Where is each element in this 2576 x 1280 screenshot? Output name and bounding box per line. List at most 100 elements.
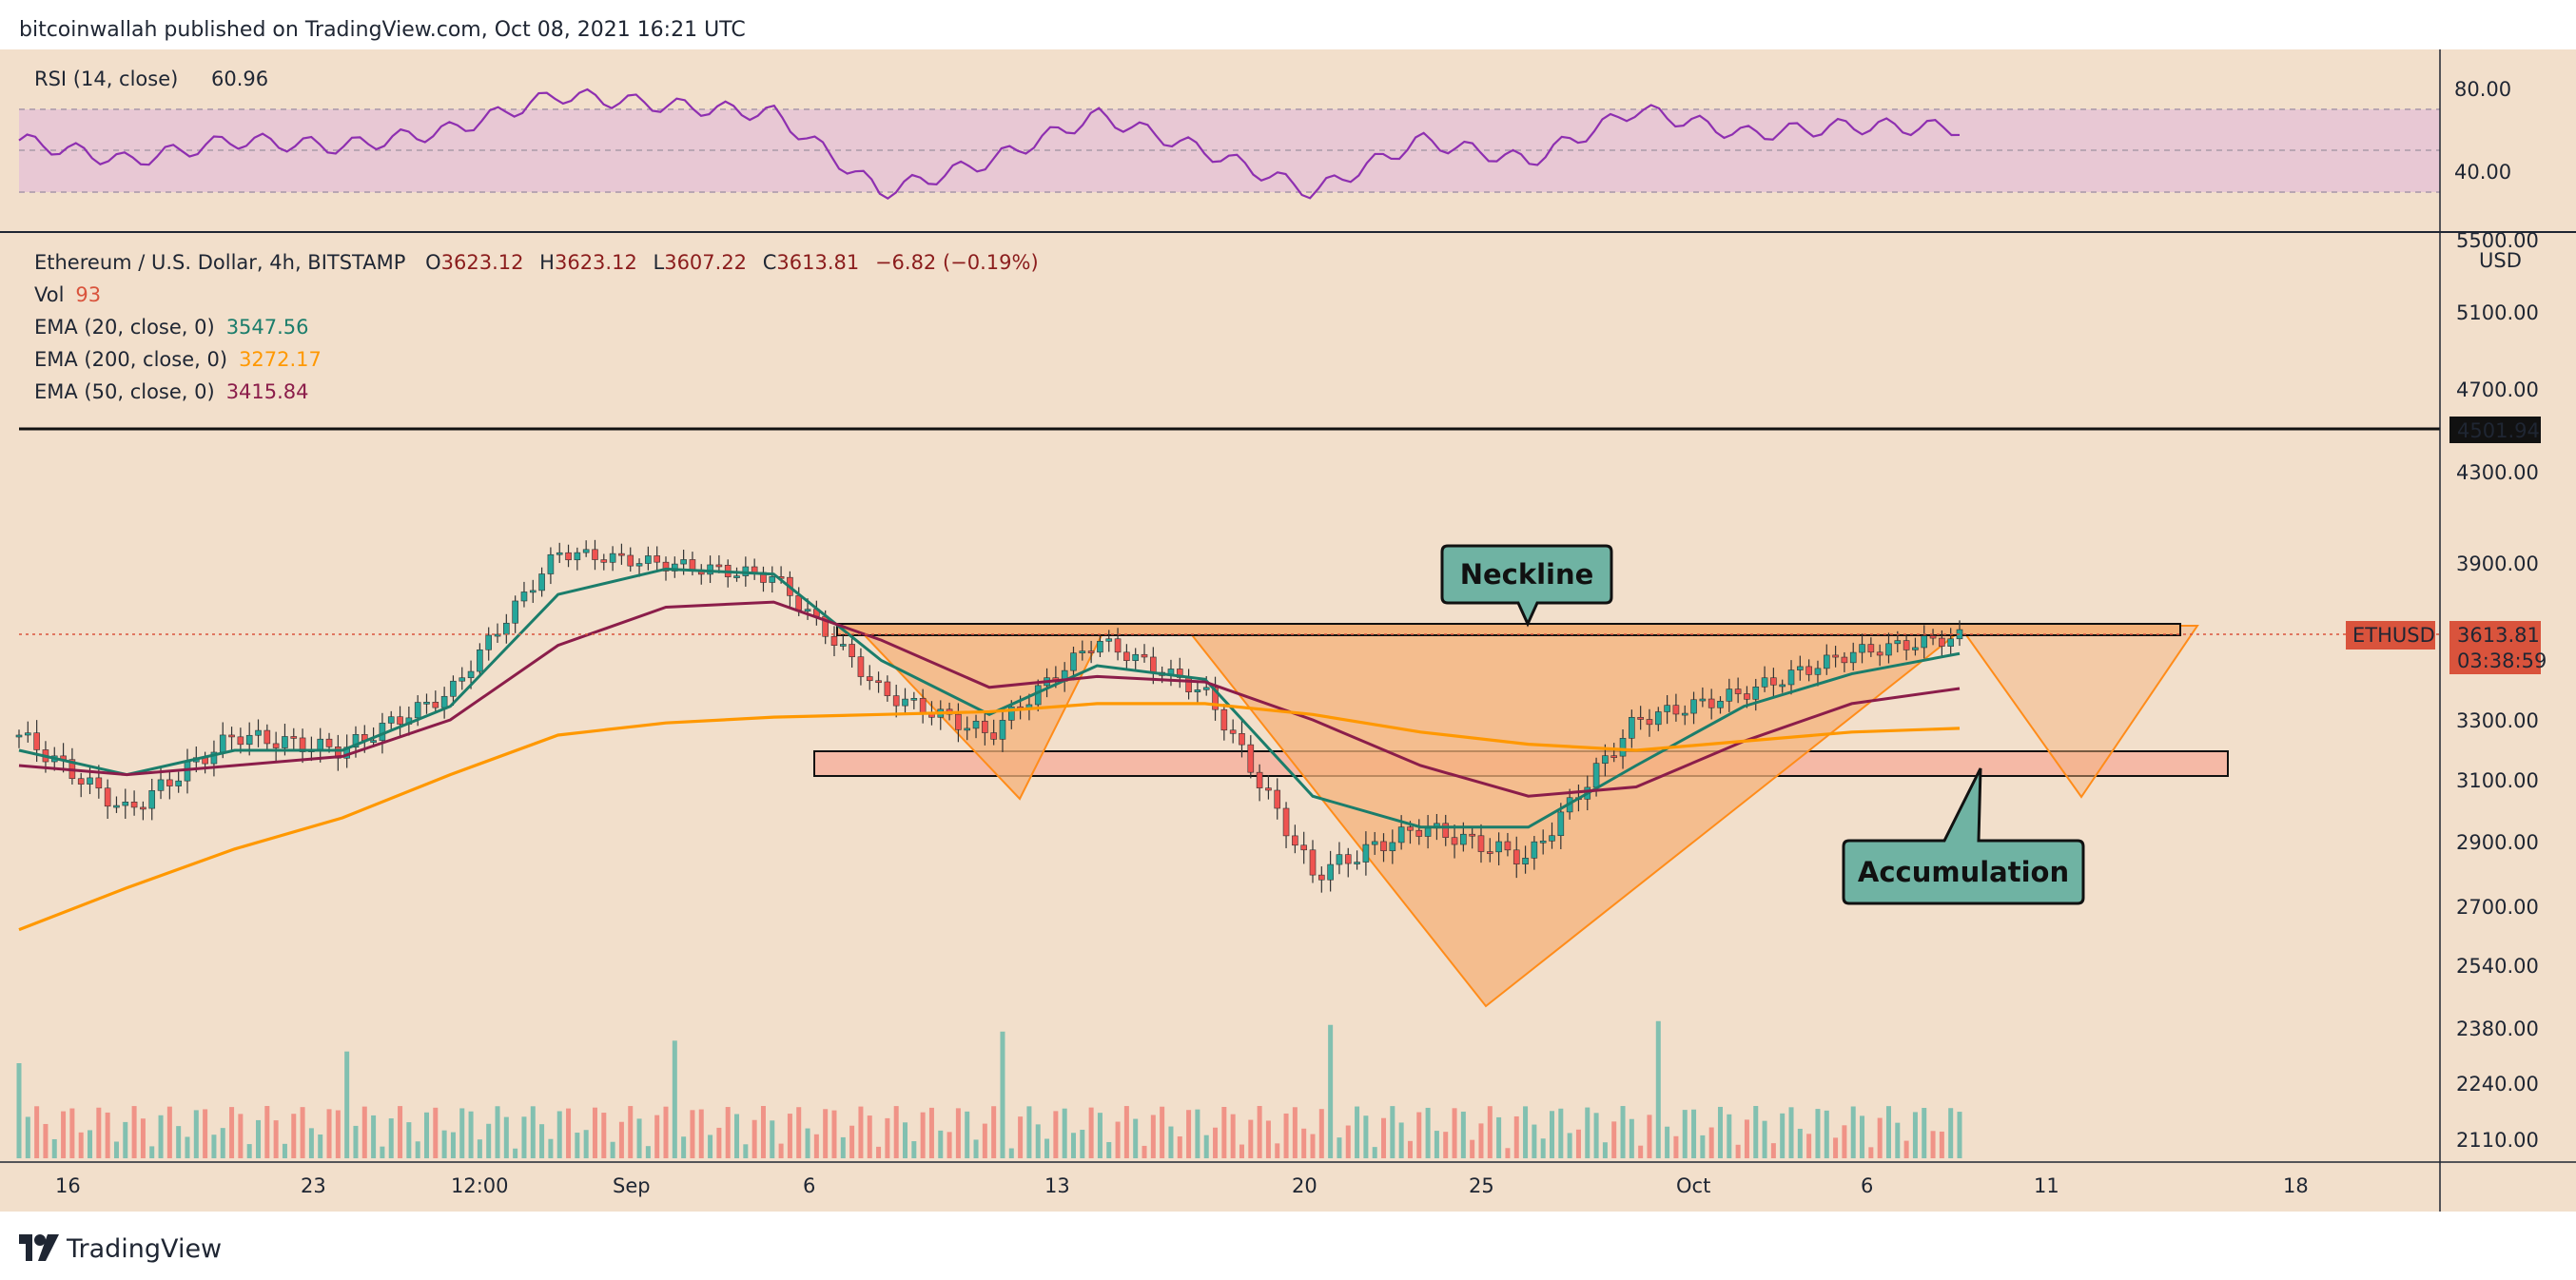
volume-bar	[1257, 1106, 1262, 1158]
volume-bar	[1160, 1106, 1165, 1158]
candle	[1132, 648, 1139, 671]
candle	[1415, 819, 1423, 845]
candle	[857, 648, 865, 686]
volume-bar	[282, 1143, 287, 1158]
volume-bar	[486, 1123, 492, 1158]
volume-bar	[1744, 1119, 1749, 1158]
volume-bar	[663, 1106, 669, 1158]
volume-bar	[1602, 1142, 1608, 1158]
resistance-price-tag: 4501.94	[2449, 417, 2541, 443]
volume-bar	[1550, 1111, 1555, 1158]
candle	[733, 567, 740, 582]
footer-bar	[0, 1212, 2576, 1280]
volume-bar	[344, 1051, 350, 1158]
volume-bar	[291, 1114, 297, 1158]
volume-bar	[371, 1115, 377, 1158]
candle	[1176, 657, 1183, 688]
candle	[672, 556, 678, 578]
candle	[618, 543, 625, 565]
rsi-line	[18, 87, 1961, 201]
volume-bar	[69, 1108, 75, 1158]
price-tick: 2110.00	[2456, 1129, 2539, 1152]
volume-bar	[1957, 1112, 1962, 1158]
candle	[140, 801, 146, 821]
candle	[1912, 637, 1919, 656]
volume-bars	[16, 1020, 1962, 1158]
candle	[1876, 644, 1883, 667]
volume-bar	[43, 1123, 49, 1158]
volume-bar	[1035, 1124, 1041, 1158]
candle	[902, 688, 908, 713]
candle	[1797, 655, 1804, 681]
candle	[77, 772, 85, 798]
neckline-box	[836, 623, 2181, 636]
neckline-callout[interactable]: Neckline	[1440, 544, 1613, 628]
volume-bar	[246, 1144, 252, 1158]
volume-bar	[530, 1106, 536, 1158]
volume-bar	[592, 1107, 597, 1158]
volume-bar	[1912, 1112, 1918, 1158]
legend-open: 3623.12	[441, 251, 524, 274]
volume-bar	[1780, 1113, 1786, 1158]
volume-bar	[273, 1120, 279, 1158]
volume-bar	[928, 1107, 934, 1158]
volume-bar	[415, 1141, 420, 1158]
legend-ema20-label: EMA (20, close, 0)	[34, 316, 215, 339]
price-tick: 5500.00	[2456, 229, 2539, 252]
candle	[255, 719, 262, 747]
footer-brand[interactable]: TradingView	[66, 1234, 222, 1264]
volume-bar	[1115, 1121, 1121, 1158]
legend-ema200: EMA (200, close, 0) 3272.17	[34, 348, 322, 371]
candle	[1770, 668, 1777, 697]
candle	[25, 721, 31, 743]
volume-bar	[805, 1128, 810, 1158]
volume-bar	[300, 1107, 305, 1158]
volume-bar	[1018, 1116, 1024, 1158]
volume-bar	[938, 1130, 944, 1158]
volume-bar	[353, 1125, 359, 1158]
volume-bar	[256, 1119, 262, 1158]
candle	[1318, 866, 1325, 893]
candle	[866, 665, 873, 690]
candle	[982, 711, 988, 746]
price-axis[interactable]: 5500.00 USD 5100.00 4700.00 4300.00 3900…	[2346, 229, 2547, 1152]
volume-bar	[1372, 1147, 1377, 1158]
volume-bar	[406, 1122, 412, 1158]
neckline-label: Neckline	[1460, 558, 1594, 591]
volume-bar	[1363, 1115, 1369, 1158]
volume-bar	[849, 1125, 855, 1158]
volume-bar	[831, 1110, 837, 1158]
volume-bar	[361, 1106, 367, 1158]
legend-ema200-label: EMA (200, close, 0)	[34, 348, 227, 371]
candle	[1487, 838, 1493, 863]
candle	[1885, 632, 1892, 664]
candle	[1939, 630, 1945, 656]
ema-line-3	[18, 702, 1961, 932]
volume-bar	[1080, 1130, 1085, 1158]
time-tick: 11	[2034, 1174, 2059, 1197]
candle	[1929, 629, 1937, 646]
legend-ema50: EMA (50, close, 0) 3415.84	[34, 380, 309, 403]
accumulation-callout[interactable]: Accumulation	[1842, 767, 2085, 905]
volume-bar	[770, 1120, 775, 1158]
volume-bar	[946, 1132, 952, 1158]
rsi-label: RSI (14, close)	[34, 68, 178, 90]
volume-bar	[176, 1126, 182, 1158]
price-tick: 2900.00	[2456, 831, 2539, 854]
volume-bar	[778, 1143, 784, 1158]
time-axis[interactable]: 16 23 12:00 Sep 6 13 20 25 Oct 6 11 18	[55, 1174, 2309, 1197]
volume-bar	[513, 1148, 518, 1158]
candle	[1114, 628, 1122, 661]
volume-bar	[1885, 1106, 1891, 1158]
volume-bar	[131, 1106, 137, 1158]
volume-bar	[1673, 1135, 1679, 1158]
candle	[1327, 850, 1334, 892]
candle	[1779, 679, 1786, 693]
volume-bar	[25, 1116, 30, 1158]
volume-bar	[468, 1111, 474, 1158]
legend-ema50-label: EMA (50, close, 0)	[34, 380, 215, 403]
volume-bar	[1053, 1111, 1059, 1158]
volume-bar	[1638, 1145, 1644, 1158]
volume-bar	[1762, 1120, 1767, 1158]
candle	[272, 731, 280, 762]
